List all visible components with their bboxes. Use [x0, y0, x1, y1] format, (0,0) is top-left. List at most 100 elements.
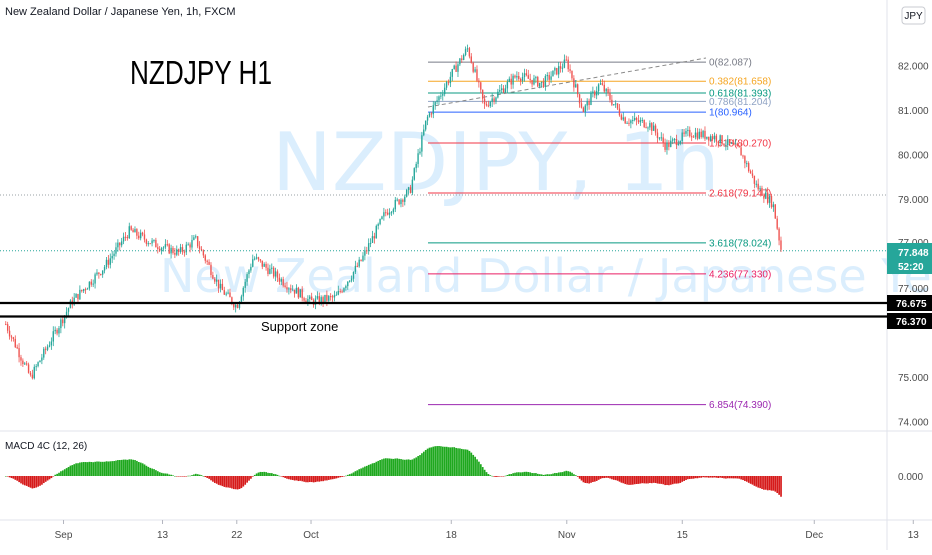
candle-body [130, 226, 132, 230]
macd-bar [223, 476, 226, 487]
candle-body [772, 204, 775, 208]
candle-body [635, 118, 638, 121]
fib-trend-line[interactable] [427, 57, 707, 108]
macd-indicator-label[interactable]: MACD 4C (12, 26) [5, 441, 87, 452]
candle-body [546, 75, 548, 77]
candle-body [489, 101, 491, 107]
macd-bar [99, 461, 102, 476]
candle-body [202, 250, 205, 256]
macd-bar [510, 474, 513, 476]
candle-body [521, 77, 524, 81]
macd-bar [438, 446, 440, 476]
candle-body [388, 212, 391, 215]
macd-bar [445, 446, 448, 476]
candle-body [100, 273, 102, 275]
fibonacci-extension[interactable]: 0(82.087) 0.382(81.658)0.618(81.393)0.786… [428, 58, 771, 412]
candle-body [145, 239, 148, 244]
macd-bar [611, 476, 613, 480]
macd-bar [274, 474, 277, 476]
macd-bar [202, 475, 205, 477]
candle-body [348, 280, 351, 282]
candle-body [582, 107, 585, 113]
macd-bar [56, 473, 58, 476]
currency-button[interactable]: JPY [901, 6, 926, 25]
macd-bar [147, 466, 150, 476]
candle-body [46, 346, 49, 350]
candle-body [466, 48, 469, 50]
candle-body [200, 249, 203, 251]
candle-body [379, 219, 381, 225]
macd-bar [637, 476, 640, 484]
macd-bar [153, 469, 155, 476]
macd-bar [736, 476, 739, 479]
macd-bar [574, 475, 577, 476]
macd-bar [4, 476, 7, 477]
macd-bar [37, 476, 39, 487]
candle-body [668, 142, 670, 147]
candle-body [12, 337, 15, 339]
candle-body [160, 248, 163, 251]
candle-body [766, 192, 769, 203]
macd-bar [126, 459, 129, 476]
macd-bar [367, 464, 370, 476]
macd-bar [664, 476, 666, 486]
candle-body [757, 183, 759, 190]
candle-body [128, 226, 130, 239]
macd-bar [120, 459, 123, 476]
macd-bar [346, 474, 349, 476]
macd-bar [618, 476, 621, 482]
macd-bar [320, 476, 323, 482]
candle-body [740, 147, 742, 156]
macd-bar [500, 476, 503, 477]
last-price-tag: 77.848 52:20 [887, 243, 932, 274]
candle-body [763, 195, 765, 199]
candle-body [41, 357, 43, 361]
candle-body [474, 69, 476, 72]
macd-bar [400, 459, 402, 476]
fib-level-label: 0.618(81.393) [709, 89, 771, 100]
candle-body [692, 136, 695, 138]
fib-level-label: 0.382(81.658) [709, 77, 771, 88]
macd-bar [544, 474, 547, 476]
candle-body [495, 97, 497, 102]
candle-body [586, 101, 588, 106]
support-bottom-tag: 76.370 [887, 313, 932, 329]
macd-bar [162, 473, 165, 476]
macd-bar [590, 476, 592, 483]
candle-body [470, 56, 472, 63]
candle-body [392, 209, 395, 213]
candle-body [383, 212, 385, 217]
macd-bar [16, 476, 19, 481]
candle-body [599, 83, 602, 85]
macd-bar [136, 460, 138, 476]
candle-body [233, 303, 235, 308]
candle-body [189, 244, 191, 248]
candle-body [580, 103, 583, 108]
candle-body [288, 288, 290, 290]
candle-body [81, 289, 83, 292]
candle-body [594, 91, 596, 96]
candle-body [730, 142, 733, 144]
macd-bar [145, 465, 148, 476]
candle-body [685, 131, 687, 134]
macd-bar [288, 476, 290, 480]
candle-body [537, 77, 539, 87]
macd-bar [726, 476, 729, 479]
macd-bar [394, 458, 397, 476]
candle-body [191, 239, 193, 248]
macd-bar [612, 476, 615, 480]
macd-bar [213, 476, 216, 483]
macd-bar [164, 473, 167, 476]
candle-body [345, 286, 347, 289]
candle-body [117, 242, 119, 248]
macd-bar [630, 476, 632, 485]
macd-bar [158, 472, 161, 476]
candle-body [459, 58, 461, 65]
candle-body [280, 279, 282, 282]
macd-bar [478, 461, 480, 476]
macd-bar [422, 451, 425, 476]
macd-bar [723, 476, 725, 479]
candle-body [449, 76, 452, 84]
